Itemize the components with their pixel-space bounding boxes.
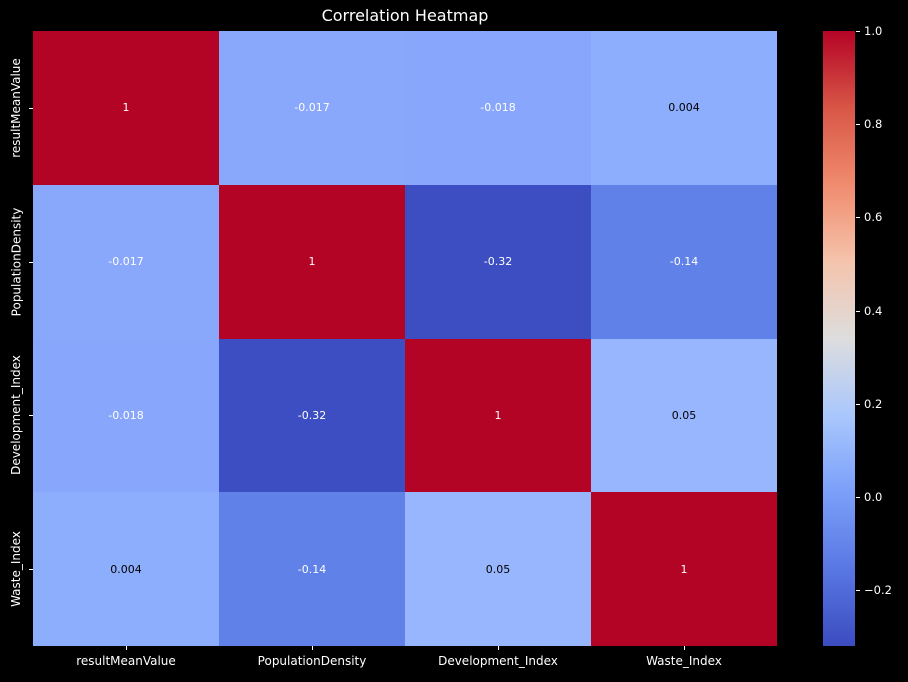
colorbar-tick-label: 0.0 xyxy=(864,490,883,504)
colorbar-tick-label: 0.8 xyxy=(864,117,883,131)
colorbar-tick-label: 0.2 xyxy=(864,397,883,411)
y-axis-label: PopulationDensity xyxy=(2,185,30,339)
heatmap-cell: 1 xyxy=(33,31,219,185)
heatmap-cell: -0.017 xyxy=(33,184,219,339)
y-tick xyxy=(29,262,33,263)
y-tick xyxy=(29,569,33,570)
colorbar-tick xyxy=(856,31,860,32)
y-tick xyxy=(29,108,33,109)
y-axis-label-text: Waste_Index xyxy=(9,531,24,607)
heatmap-cell: -0.14 xyxy=(591,184,777,339)
heatmap-cell: -0.32 xyxy=(405,184,591,339)
heatmap-cell: -0.017 xyxy=(219,31,405,185)
x-axis-label: Development_Index xyxy=(438,654,558,668)
heatmap-cell: -0.018 xyxy=(33,338,219,493)
x-tick xyxy=(312,646,313,650)
colorbar-tick xyxy=(856,404,860,405)
y-axis-label: Waste_Index xyxy=(2,492,30,646)
heatmap-cell: -0.32 xyxy=(219,338,405,493)
heatmap-cell: 1 xyxy=(405,338,591,493)
colorbar-tick-label: −0.2 xyxy=(864,583,892,597)
colorbar-tick xyxy=(856,590,860,591)
colorbar-tick xyxy=(856,497,860,498)
heatmap-grid: 1 -0.017 -0.018 0.004 -0.017 1 -0.32 -0.… xyxy=(33,31,777,646)
y-tick xyxy=(29,415,33,416)
heatmap-cell: 0.004 xyxy=(591,31,777,185)
y-axis-label-text: resultMeanValue xyxy=(9,58,24,158)
heatmap-cell: 0.05 xyxy=(591,338,777,493)
colorbar-tick-label: 0.4 xyxy=(864,304,883,318)
colorbar-tick xyxy=(856,311,860,312)
heatmap-cell: 0.004 xyxy=(33,492,219,646)
colorbar-tick xyxy=(856,217,860,218)
x-tick xyxy=(126,646,127,650)
heatmap-cell: -0.14 xyxy=(219,492,405,646)
heatmap-cell: 1 xyxy=(591,492,777,646)
colorbar xyxy=(823,31,855,646)
colorbar-tick-label: 1.0 xyxy=(864,24,883,38)
heatmap-cell: -0.018 xyxy=(405,31,591,185)
colorbar-tick xyxy=(856,124,860,125)
colorbar-tick-label: 0.6 xyxy=(864,210,883,224)
chart-title: Correlation Heatmap xyxy=(321,6,489,25)
x-tick xyxy=(684,646,685,650)
heatmap-cell: 1 xyxy=(219,184,405,339)
y-axis-label-text: Development_Index xyxy=(9,355,24,475)
y-axis-label: resultMeanValue xyxy=(2,31,30,185)
x-axis-label: PopulationDensity xyxy=(257,654,367,668)
y-axis-label-text: PopulationDensity xyxy=(9,207,24,317)
heatmap-cell: 0.05 xyxy=(405,492,591,646)
y-axis-label: Development_Index xyxy=(2,338,30,492)
x-tick xyxy=(498,646,499,650)
x-axis-label: resultMeanValue xyxy=(76,654,176,668)
x-axis-label: Waste_Index xyxy=(646,654,722,668)
